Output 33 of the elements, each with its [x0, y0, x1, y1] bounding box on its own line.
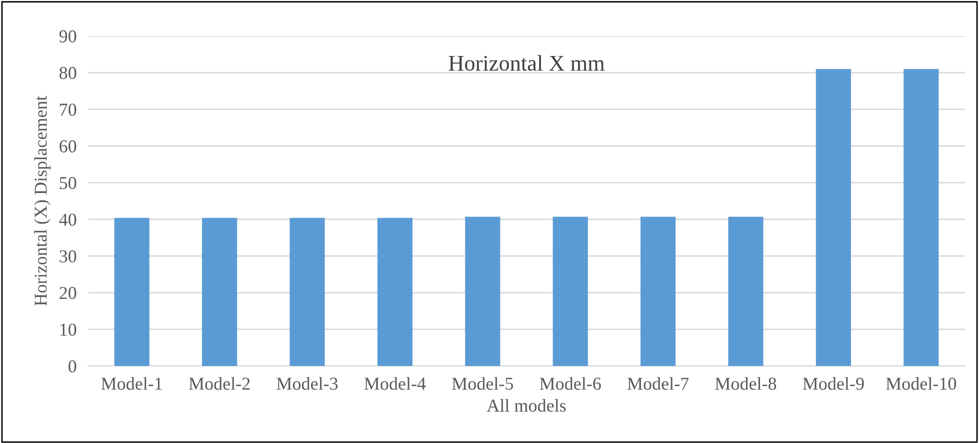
bar: [552, 216, 588, 366]
x-tick-label: Model-4: [364, 377, 426, 390]
x-tick-label: Model-10: [886, 377, 956, 390]
y-tick-label: 50: [60, 176, 76, 190]
x-axis-title: All models: [486, 399, 566, 412]
bar: [728, 216, 764, 366]
x-tick-label: Model-6: [540, 377, 601, 390]
y-axis-title: Horizontal (X) Displacement: [34, 96, 50, 306]
text: Horizontal X mm: [448, 55, 605, 71]
bar: [290, 218, 325, 366]
x-tick-label: Model-9: [802, 377, 864, 390]
y-tick-label: 30: [60, 250, 76, 262]
y-tick-label: 70: [60, 104, 76, 116]
bar: [465, 216, 500, 366]
y-tick-label: 40: [59, 214, 76, 226]
x-tick-label: Model-5: [452, 377, 514, 390]
bar: [114, 218, 150, 366]
y-tick-label: 80: [60, 66, 76, 80]
x-tick-label: Model-1: [101, 377, 162, 390]
y-tick-label: 10: [60, 324, 76, 336]
y-tick-label: 0: [68, 360, 76, 372]
bar: [377, 218, 412, 366]
x-tick-label: Model-7: [627, 377, 689, 390]
x-tick-label: Model-2: [188, 377, 250, 390]
y-tick-label: 60: [60, 140, 76, 152]
x-tick-label: Model-3: [276, 377, 338, 390]
y-tick-label: 20: [60, 286, 76, 300]
bar: [640, 216, 676, 366]
y-tick-label: 90: [59, 30, 76, 42]
x-tick-label: Model-8: [715, 377, 776, 390]
bar: [904, 69, 939, 366]
bar: [202, 218, 238, 366]
bar: [816, 69, 851, 366]
